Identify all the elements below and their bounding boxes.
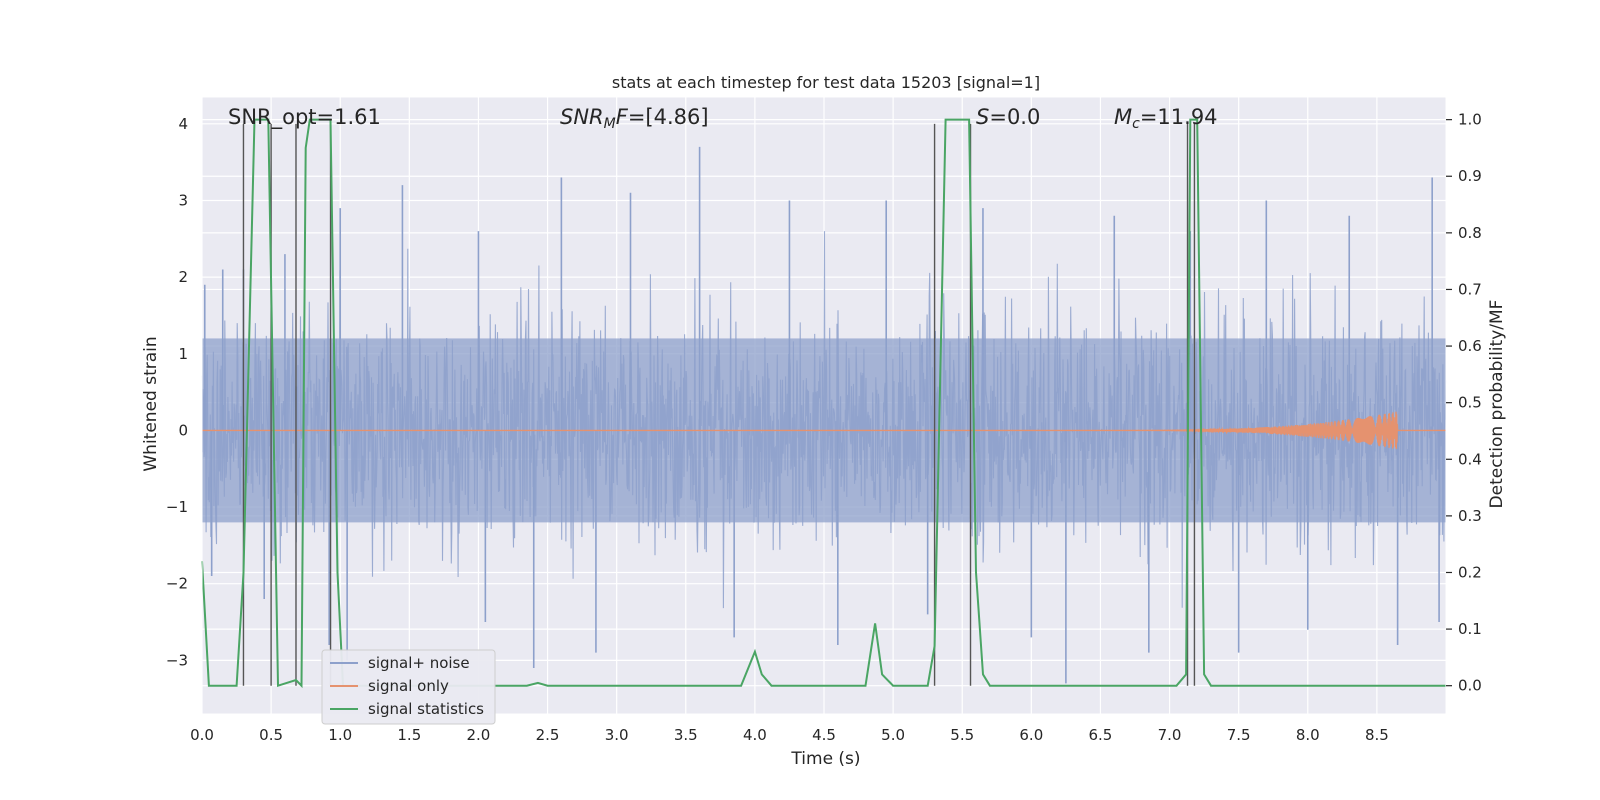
y-left-tick-label: 1 [178, 345, 188, 363]
s-annotation: S=0.0 [976, 105, 1040, 129]
x-tick-label: 2.0 [467, 726, 491, 744]
y-axis-left-label: Whitened strain [141, 336, 161, 471]
legend-box [321, 649, 496, 725]
y-right-tick-label: 0.9 [1458, 167, 1482, 185]
x-tick-label: 8.5 [1365, 726, 1389, 744]
signal-only-line [202, 411, 1446, 449]
x-tick-label: 5.0 [881, 726, 905, 744]
snr-mf-value: =[4.86] [628, 105, 709, 129]
x-tick-label: 3.5 [674, 726, 698, 744]
y-right-tick-label: 0.0 [1458, 677, 1482, 695]
plot-frame [201, 96, 1447, 715]
x-tick-label: 0.5 [259, 726, 283, 744]
x-axis-label: Time (s) [790, 749, 860, 769]
chart-title: stats at each timestep for test data 152… [612, 73, 1040, 92]
x-tick-label: 6.0 [1019, 726, 1043, 744]
y-right-tick-label: 0.8 [1458, 224, 1482, 242]
x-tick-label: 1.0 [328, 726, 352, 744]
y-right-tick-label: 0.5 [1458, 394, 1482, 412]
y-right-tick-label: 0.2 [1458, 563, 1482, 581]
y-left-tick-label: 0 [178, 421, 188, 439]
mc-subscript: c [1132, 116, 1140, 132]
y-right-tick-label: 0.7 [1458, 280, 1482, 298]
x-tick-label: 6.5 [1089, 726, 1113, 744]
x-tick-label: 8.0 [1296, 726, 1320, 744]
s-value: =0.0 [989, 105, 1040, 129]
snr-opt-annotation: SNR_opt=1.61 [228, 105, 381, 130]
snr-mf-subscript: M [604, 116, 616, 132]
s-symbol: S [976, 105, 989, 129]
y-right-tick-label: 0.4 [1458, 450, 1482, 468]
signal-statistics-line [201, 118, 1446, 689]
x-tick-label: 2.5 [536, 726, 560, 744]
y-right-tick-label: 0.3 [1458, 507, 1482, 525]
snr-mf-suffix: F [616, 105, 629, 129]
x-tick-label: 0.0 [190, 726, 214, 744]
plot-layer [201, 96, 1447, 715]
y-left-tick-label: 3 [178, 191, 188, 209]
y-left-tick-label: −3 [166, 651, 188, 669]
snr-mf-symbol: SNR [560, 105, 604, 129]
snr-mf-annotation: SNRMF=[4.86] [560, 105, 709, 132]
y-left-tick-label: 2 [178, 268, 188, 286]
x-tick-label: 7.0 [1158, 726, 1182, 744]
x-tick-label: 4.5 [812, 726, 836, 744]
y-right-tick-label: 0.6 [1458, 337, 1482, 355]
legend-label: signal statistics [368, 700, 484, 718]
mc-symbol: M [1114, 105, 1132, 129]
y-left-tick-label: 4 [178, 115, 188, 133]
x-tick-label: 7.5 [1227, 726, 1251, 744]
legend-label: signal only [368, 677, 449, 695]
x-tick-label: 5.5 [950, 726, 974, 744]
y-left-tick-label: −1 [166, 498, 188, 516]
x-tick-label: 1.5 [397, 726, 421, 744]
y-left-tick-label: −2 [166, 575, 188, 593]
y-axis-right-label: Detection probability/MF [1487, 300, 1507, 509]
legend: signal+ noise signal only signal statistic… [321, 649, 496, 725]
mc-annotation: Mc=11.94 [1114, 105, 1218, 132]
legend-label: signal+ noise [368, 654, 470, 672]
y-right-tick-label: 1.0 [1458, 111, 1482, 129]
mc-value: =11.94 [1140, 105, 1218, 129]
x-tick-label: 4.0 [743, 726, 767, 744]
x-tick-label: 3.0 [605, 726, 629, 744]
y-right-tick-label: 0.1 [1458, 620, 1482, 638]
